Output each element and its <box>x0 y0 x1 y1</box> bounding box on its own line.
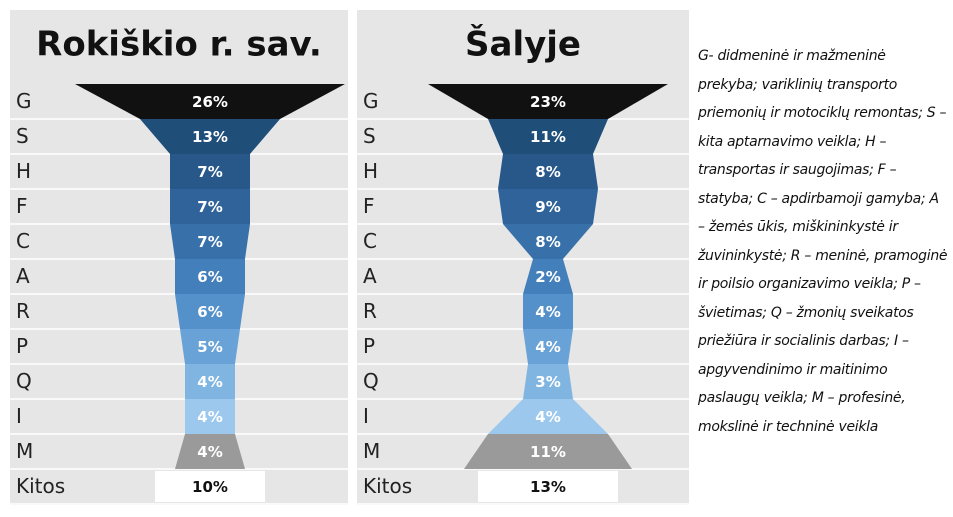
category-label: I <box>16 404 22 428</box>
legend-note: G- didmeninė ir mažmeninė prekyba; varik… <box>698 48 948 435</box>
funnel-segment <box>155 471 265 502</box>
category-label: P <box>363 334 375 358</box>
funnel-segment <box>503 224 593 259</box>
funnel-segment <box>170 189 250 224</box>
category-label: R <box>16 299 30 323</box>
category-label: Kitos <box>363 474 412 498</box>
chart-title: Rokiškio r. sav. <box>36 25 322 65</box>
category-label: H <box>16 159 31 183</box>
funnel-segment <box>464 434 632 469</box>
funnel-segment <box>75 84 345 119</box>
value-label: 4% <box>535 408 560 426</box>
value-label: 4% <box>535 303 560 321</box>
funnel-segment <box>175 434 245 469</box>
funnel-segment <box>185 364 235 399</box>
funnel-segment <box>498 154 598 189</box>
funnel-panel: Šalyje G 23% S 11% H 8% F 9% C 8% A 2% R 4% P 4% Q 3% I 4% M 1… <box>357 10 689 505</box>
funnel-segment <box>170 154 250 189</box>
value-label: 7% <box>197 198 222 216</box>
category-label: C <box>363 229 377 253</box>
funnel-segment <box>175 259 245 294</box>
value-label: 11% <box>530 128 566 146</box>
value-label: 23% <box>530 93 566 111</box>
funnel-segment <box>523 364 573 399</box>
funnel-segment <box>428 84 668 119</box>
value-label: 8% <box>535 163 560 181</box>
category-label: S <box>363 124 376 148</box>
category-label: F <box>16 194 28 218</box>
funnel-segment <box>523 329 573 364</box>
value-label: 7% <box>197 163 222 181</box>
value-label: 4% <box>197 443 222 461</box>
category-label: G <box>363 89 379 113</box>
value-label: 4% <box>535 338 560 356</box>
chart-title: Šalyje <box>465 24 581 65</box>
value-label: 4% <box>197 408 222 426</box>
category-label: M <box>363 439 380 463</box>
category-label: A <box>16 264 30 288</box>
value-label: 3% <box>535 373 560 391</box>
category-label: F <box>363 194 375 218</box>
funnel-panel: Rokiškio r. sav.G 26% S 13% H 7% F 7% C 7% A 6% R 6% P… <box>10 10 348 505</box>
value-label: 7% <box>197 233 222 251</box>
category-label: G <box>16 89 32 113</box>
category-label: S <box>16 124 29 148</box>
category-label: R <box>363 299 377 323</box>
value-label: 13% <box>530 478 566 496</box>
category-label: C <box>16 229 30 253</box>
value-label: 5% <box>197 338 222 356</box>
funnel-segment <box>523 259 573 294</box>
category-label: M <box>16 439 33 463</box>
category-label: P <box>16 334 28 358</box>
category-label: Kitos <box>16 474 65 498</box>
value-label: 6% <box>197 268 222 286</box>
funnel-segment <box>488 399 608 434</box>
funnel-segment <box>488 119 608 154</box>
funnel-segment <box>180 329 240 364</box>
funnel-segment <box>175 294 245 329</box>
funnel-segment <box>478 471 618 502</box>
value-label: 26% <box>192 93 228 111</box>
value-label: 10% <box>192 478 228 496</box>
value-label: 13% <box>192 128 228 146</box>
value-label: 9% <box>535 198 560 216</box>
value-label: 2% <box>535 268 560 286</box>
value-label: 8% <box>535 233 560 251</box>
value-label: 4% <box>197 373 222 391</box>
category-label: H <box>363 159 378 183</box>
funnel-segment <box>185 399 235 434</box>
category-label: Q <box>16 369 32 393</box>
value-label: 11% <box>530 443 566 461</box>
funnel-segment <box>140 119 280 154</box>
funnel-segment <box>498 189 598 224</box>
category-label: Q <box>363 369 379 393</box>
value-label: 6% <box>197 303 222 321</box>
category-label: A <box>363 264 377 288</box>
funnel-segment <box>523 294 573 329</box>
funnel-segment <box>170 224 250 259</box>
category-label: I <box>363 404 369 428</box>
